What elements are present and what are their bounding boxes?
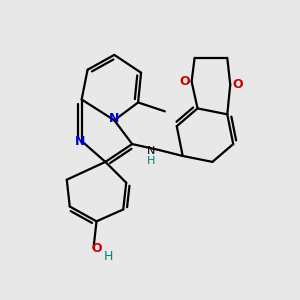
Text: O: O bbox=[180, 75, 190, 88]
Text: N: N bbox=[147, 146, 156, 157]
Text: O: O bbox=[92, 242, 102, 255]
Text: O: O bbox=[232, 78, 243, 91]
Text: H: H bbox=[104, 250, 113, 263]
Text: H: H bbox=[147, 156, 156, 166]
Text: N: N bbox=[75, 135, 85, 148]
Text: N: N bbox=[109, 112, 119, 125]
